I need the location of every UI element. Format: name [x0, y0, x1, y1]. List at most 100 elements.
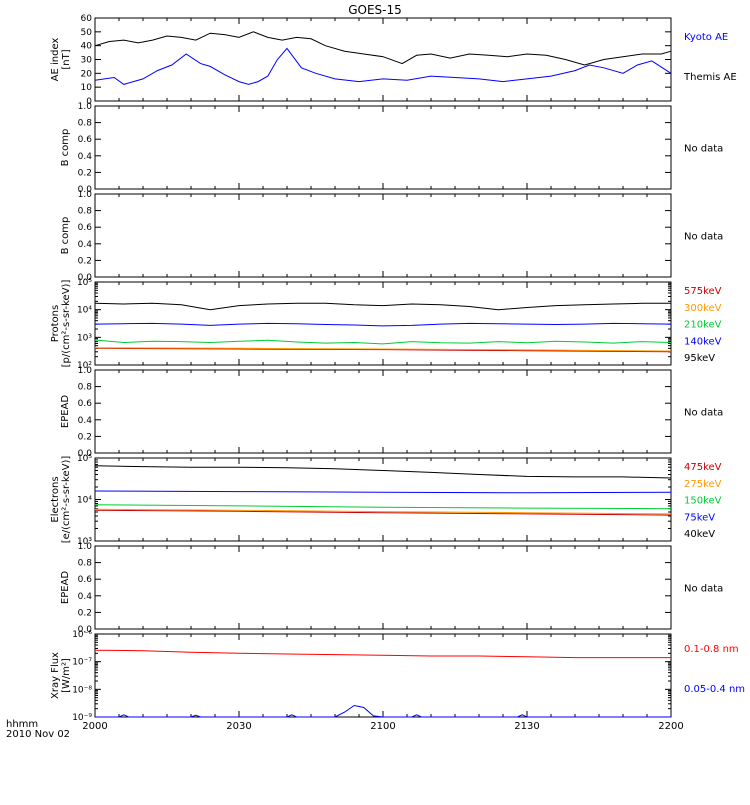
series-line-475kev	[94, 509, 672, 516]
y-tick-label: 0.0	[78, 449, 93, 459]
x-tick-label: 2200	[658, 721, 683, 732]
y-axis-label: Protons	[50, 305, 61, 342]
y-tick-label: 0.2	[78, 168, 92, 178]
y-axis-label: B comp	[60, 217, 71, 255]
y-tick-label: 0.8	[78, 207, 93, 217]
series-line-95kev	[94, 302, 671, 311]
y-axis-label: EPEAD	[60, 395, 71, 429]
legend-entry: 575keV	[684, 286, 722, 297]
no-data-label: No data	[684, 584, 723, 595]
y-tick-label: 0.4	[78, 592, 93, 602]
y-tick-label: 10⁴	[77, 306, 92, 316]
series-line-140kev	[94, 322, 672, 327]
legend-entry: 150keV	[684, 496, 722, 507]
panel-frame-bcomp2	[94, 193, 672, 278]
series-line-575kev	[94, 347, 672, 353]
series-line-75kev	[94, 490, 672, 494]
series-line-kyoto-ae	[94, 47, 672, 85]
series-line-150kev	[94, 504, 672, 510]
y-axis-label: [p/(cm²-s-sr-keV)]	[61, 280, 72, 368]
y-tick-label: 0.0	[78, 625, 93, 635]
y-tick-label: 10³	[77, 537, 92, 547]
y-tick-label: 1.0	[78, 102, 93, 112]
series-line-210kev	[94, 339, 672, 345]
y-tick-label: 10³	[77, 333, 92, 343]
panel-frame-xray	[94, 633, 672, 718]
no-data-label: No data	[684, 144, 723, 155]
y-axis-label: AE index	[50, 38, 61, 82]
series-line-300kev	[94, 347, 672, 352]
series-line-0-1-0-8-nm	[94, 649, 671, 659]
legend-entry: 210keV	[684, 320, 722, 331]
y-axis-label: Electrons	[50, 476, 61, 522]
x-tick-label: 2130	[514, 721, 539, 732]
no-data-label: No data	[684, 408, 723, 419]
legend-entry: Themis AE	[683, 72, 737, 83]
date-label: 2010 Nov 02	[6, 729, 70, 740]
y-tick-label: 10	[81, 83, 93, 93]
y-tick-label: 0.6	[78, 135, 93, 145]
y-tick-label: 1.0	[78, 366, 93, 376]
y-tick-label: 0.8	[78, 119, 93, 129]
plot-title: GOES-15	[348, 3, 402, 17]
y-tick-label: 0.4	[78, 152, 93, 162]
legend-entry: 275keV	[684, 479, 722, 490]
series-line-40kev	[94, 465, 672, 479]
x-tick-label: 2000	[82, 721, 107, 732]
y-tick-label: 40	[81, 42, 93, 52]
y-axis-label: [W/m²]	[61, 658, 72, 693]
y-tick-label: 0.8	[78, 559, 93, 569]
y-tick-label: 10⁻⁹	[72, 713, 92, 723]
y-tick-label: 10⁴	[77, 496, 92, 506]
y-tick-label: 0.2	[78, 256, 92, 266]
series-line-0-05-0-4-nm	[95, 704, 671, 718]
y-tick-label: 0.6	[78, 223, 93, 233]
y-tick-label: 50	[81, 28, 93, 38]
series-line-275kev	[94, 508, 672, 515]
y-tick-label: 10⁵	[77, 278, 92, 288]
legend-entry: 40keV	[684, 529, 715, 540]
panel-frame-protons	[94, 281, 672, 366]
y-axis-label: Xray Flux	[50, 652, 61, 699]
legend-entry: 140keV	[684, 336, 722, 347]
y-tick-label: 0.0	[78, 273, 93, 283]
y-tick-label: 10⁵	[77, 454, 92, 464]
legend-entry: 300keV	[684, 303, 722, 314]
y-tick-label: 0.8	[78, 383, 93, 393]
legend-entry: 0.05-0.4 nm	[684, 684, 745, 695]
y-tick-label: 0.4	[78, 416, 93, 426]
panel-frame-ae	[94, 17, 672, 102]
series-line-themis-ae	[94, 31, 672, 66]
y-axis-label: EPEAD	[60, 571, 71, 605]
y-tick-label: 10⁻⁸	[72, 685, 92, 695]
y-tick-label: 20	[81, 69, 93, 79]
y-tick-label: 0	[86, 97, 92, 107]
panel-frame-epead1	[94, 369, 672, 454]
legend-entry: Kyoto AE	[684, 32, 728, 43]
legend-entry: 75keV	[684, 512, 715, 523]
panel-frame-epead2	[94, 545, 672, 630]
y-tick-label: 0.2	[78, 608, 92, 618]
y-axis-label: B comp	[60, 129, 71, 167]
y-tick-label: 1.0	[78, 190, 93, 200]
legend-entry: 0.1-0.8 nm	[684, 644, 739, 655]
legend-entry: 95keV	[684, 353, 715, 364]
y-tick-label: 10²	[77, 361, 92, 371]
y-axis-label: [nT]	[61, 49, 72, 69]
y-tick-label: 0.6	[78, 399, 93, 409]
y-tick-label: 1.0	[78, 542, 93, 552]
y-tick-label: 60	[81, 14, 93, 24]
y-tick-label: 10⁻⁶	[72, 630, 92, 640]
panel-frame-bcomp1	[94, 105, 672, 190]
y-tick-label: 10⁻⁷	[72, 658, 92, 668]
x-tick-label: 2030	[226, 721, 251, 732]
legend-entry: 475keV	[684, 462, 722, 473]
y-tick-label: 0.4	[78, 240, 93, 250]
time-format-label: hhmm	[6, 719, 38, 730]
y-tick-label: 0.2	[78, 432, 92, 442]
no-data-label: No data	[684, 232, 723, 243]
y-tick-label: 30	[81, 56, 93, 66]
x-tick-label: 2100	[370, 721, 395, 732]
